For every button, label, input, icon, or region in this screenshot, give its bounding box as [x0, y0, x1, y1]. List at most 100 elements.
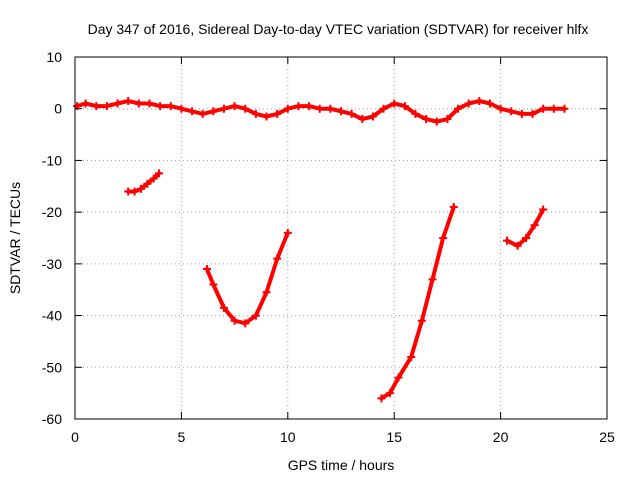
data-point [337, 107, 345, 116]
data-point [143, 179, 152, 188]
data-point [454, 104, 463, 113]
data-point [283, 228, 292, 237]
data-point [155, 169, 164, 178]
data-point [358, 115, 367, 124]
data-point [273, 254, 282, 263]
series-segment-4 [502, 205, 548, 250]
data-point [262, 288, 271, 297]
data-point [530, 221, 539, 230]
y-tick-label: -30 [42, 256, 62, 272]
data-point [439, 234, 448, 242]
x-tick-label: 20 [493, 429, 509, 445]
data-point [428, 275, 437, 284]
data-point [379, 104, 388, 113]
data-point [130, 187, 139, 196]
data-point [305, 102, 314, 111]
data-point [166, 102, 175, 111]
data-point [219, 104, 228, 113]
data-point [156, 102, 165, 111]
x-tick-label: 0 [71, 429, 79, 445]
chart-title: Day 347 of 2016, Sidereal Day-to-day VTE… [88, 21, 589, 37]
data-point [528, 109, 537, 118]
data-point [124, 96, 133, 105]
data-point [432, 117, 441, 126]
series-segment-2 [202, 228, 292, 328]
data-point [92, 102, 101, 111]
data-point [241, 104, 250, 113]
data-point [81, 99, 90, 108]
data-point [368, 112, 377, 121]
series-trace [204, 230, 290, 326]
data-point [496, 104, 505, 113]
data-point [539, 104, 548, 113]
data-point [407, 352, 416, 361]
data-point [241, 319, 250, 328]
x-tick-label: 15 [386, 429, 402, 445]
data-point [507, 107, 516, 116]
data-point [136, 184, 145, 193]
data-point [560, 104, 569, 113]
y-tick-label: 0 [54, 101, 62, 117]
data-point [134, 99, 143, 108]
x-tick-label: 10 [280, 429, 296, 445]
series-main-band [73, 96, 569, 126]
data-point [385, 389, 394, 398]
y-tick-label: 10 [46, 49, 62, 65]
data-point [251, 109, 260, 118]
data-point [347, 109, 356, 118]
x-tick-label: 25 [599, 429, 615, 445]
data-point [549, 104, 558, 113]
data-point [294, 102, 303, 111]
x-tick-labels: 0 5 10 15 20 25 [71, 429, 615, 445]
data-point [411, 109, 420, 118]
data-point [390, 99, 399, 108]
data-point [209, 280, 218, 289]
data-point [209, 107, 218, 116]
data-point [283, 104, 292, 113]
data-point [422, 115, 431, 124]
data-point [230, 102, 239, 111]
data-point [513, 241, 522, 250]
data-point [262, 112, 271, 121]
y-tick-label: -40 [42, 308, 62, 324]
data-point [202, 265, 211, 274]
data-point [219, 303, 228, 312]
y-tick-label: -60 [42, 411, 62, 427]
data-point [273, 109, 282, 118]
y-tick-label: -20 [42, 204, 62, 220]
data-point [485, 99, 494, 108]
series-segment-3 [377, 202, 458, 403]
axis-ticks [74, 56, 608, 420]
x-tick-label: 5 [178, 429, 186, 445]
data-point [400, 102, 409, 111]
plot-frame [74, 56, 608, 420]
data-point [145, 99, 154, 108]
data-point [230, 316, 239, 325]
data-point [449, 202, 458, 211]
data-point [443, 115, 452, 124]
data-series [73, 96, 569, 403]
y-tick-label: -10 [42, 152, 62, 168]
data-point [517, 109, 526, 118]
data-point [475, 96, 484, 105]
data-point [464, 99, 473, 108]
data-point [102, 102, 111, 111]
data-point [502, 236, 511, 245]
data-point [417, 316, 426, 325]
series-trace [505, 207, 546, 248]
data-point [326, 104, 335, 113]
data-point [539, 205, 548, 214]
data-point [394, 373, 403, 382]
data-point [377, 394, 386, 403]
data-point [522, 234, 531, 242]
data-point [113, 99, 122, 108]
y-tick-label: -50 [42, 359, 62, 375]
series-segment-1 [124, 169, 164, 196]
x-axis-label: GPS time / hours [288, 457, 395, 473]
data-point [188, 107, 197, 116]
series-trace [379, 205, 456, 401]
y-tick-labels: 10 0 -10 -20 -30 -40 -50 -60 [42, 49, 62, 427]
data-point [251, 311, 260, 320]
data-point [198, 109, 207, 118]
